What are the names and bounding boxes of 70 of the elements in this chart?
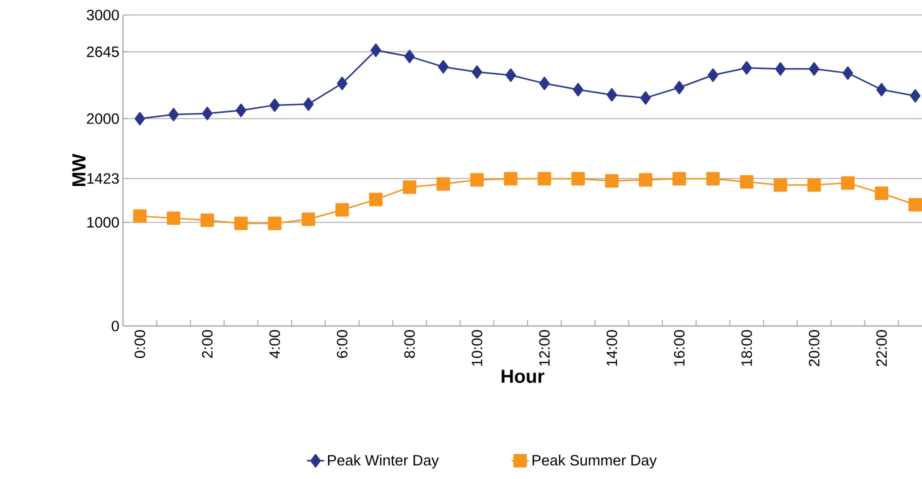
point: [605, 174, 619, 188]
x-tick-label: 16:00: [674, 330, 685, 366]
point: [404, 50, 415, 64]
point: [438, 60, 449, 74]
y-tick-label: 2645: [86, 46, 119, 58]
x-tick-label: 2:00: [202, 330, 213, 358]
x-tick-label: 0:00: [134, 330, 146, 358]
point: [539, 76, 550, 90]
x-tick-label: 10:00: [472, 330, 482, 366]
point: [807, 178, 821, 192]
y-tick-label: 3000: [86, 10, 119, 20]
x-tick-label: 4:00: [269, 330, 280, 358]
x-tick-label: 22:00: [876, 330, 887, 366]
x-tick-label: 18:00: [741, 330, 752, 366]
point: [672, 172, 686, 186]
x-tick-label: 8:00: [404, 330, 415, 358]
point: [436, 177, 450, 191]
point: [741, 61, 752, 75]
point: [774, 178, 788, 192]
y-tick-label: 1423: [87, 173, 119, 184]
point: [236, 104, 246, 118]
y-tick-label: 0: [112, 320, 119, 332]
point: [336, 76, 348, 90]
point: [472, 65, 482, 79]
y-tick-label: 1000: [87, 217, 119, 228]
point: [808, 62, 820, 76]
point: [133, 209, 147, 223]
point: [908, 198, 922, 212]
point: [335, 203, 349, 217]
point: [168, 108, 179, 122]
x-tick-label: 6:00: [336, 330, 348, 358]
x-axis-title: Hour: [502, 370, 544, 383]
point: [369, 192, 383, 206]
point: [504, 172, 518, 186]
point: [876, 82, 887, 96]
point: [640, 91, 651, 105]
point: [268, 216, 282, 230]
point: [402, 180, 416, 194]
x-tick-label: 12:00: [539, 330, 550, 366]
point: [571, 172, 585, 186]
point: [269, 98, 280, 112]
x-tick-label: 20:00: [808, 330, 820, 366]
legend-label: Peak Winter Day: [328, 454, 439, 469]
point: [572, 82, 584, 96]
point: [202, 106, 213, 120]
point: [674, 80, 685, 94]
point: [234, 216, 248, 230]
point: [706, 172, 720, 186]
point: [708, 68, 718, 82]
point: [842, 66, 854, 80]
point: [470, 173, 484, 187]
point: [302, 212, 316, 226]
point: [134, 112, 146, 126]
point: [841, 176, 855, 190]
point: [910, 89, 921, 103]
point: [775, 62, 786, 76]
point: [166, 211, 180, 225]
y-tick-label: 2000: [86, 113, 119, 124]
x-tick-label: 14:00: [606, 330, 618, 366]
point: [638, 173, 652, 187]
point: [538, 172, 552, 186]
point: [200, 214, 214, 228]
point: [505, 68, 516, 82]
point: [370, 43, 382, 57]
legend-label: Peak Summer Day: [532, 454, 657, 469]
point: [740, 175, 754, 189]
point: [874, 186, 888, 200]
point: [303, 97, 314, 111]
y-axis-title: MW: [72, 154, 86, 186]
point: [606, 88, 618, 102]
